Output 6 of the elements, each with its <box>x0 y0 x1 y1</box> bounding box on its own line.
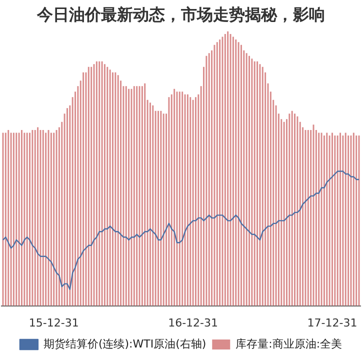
chart-title: 今日油价最新动态，市场走势揭秘，影响 <box>36 4 325 24</box>
legend-label: 库存量:商业原油:全美 <box>236 337 342 350</box>
x-tick-label: 17-12-31 <box>307 316 358 330</box>
x-tick-label: 16-12-31 <box>168 316 218 330</box>
legend-label: 期货结算价(连续):WTI原油(右轴) <box>43 337 206 350</box>
x-tick-label: 15-12-31 <box>28 316 79 330</box>
